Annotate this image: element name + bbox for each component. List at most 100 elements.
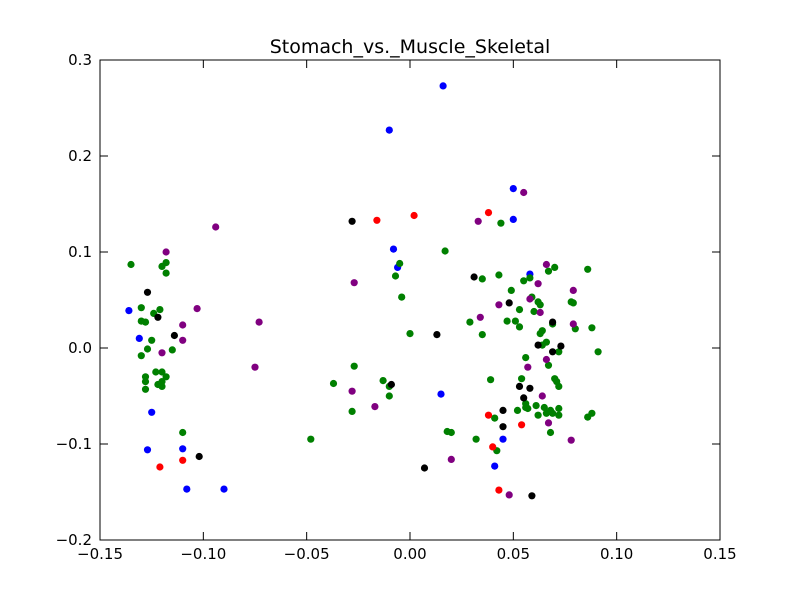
- data-point: [484, 209, 493, 217]
- data-point: [542, 355, 551, 364]
- data-point: [505, 299, 513, 307]
- data-point: [549, 318, 557, 326]
- data-point: [135, 334, 143, 342]
- data-point: [520, 394, 528, 402]
- data-point: [143, 446, 152, 454]
- data-point: [179, 445, 187, 453]
- data-point: [162, 373, 170, 381]
- x-tick-label: 0.10: [600, 545, 633, 563]
- data-point: [162, 248, 170, 256]
- data-point: [255, 318, 263, 326]
- data-point: [544, 267, 553, 275]
- data-point: [379, 377, 387, 385]
- data-point: [476, 313, 484, 321]
- data-point: [143, 345, 152, 353]
- data-point: [534, 411, 542, 419]
- data-point: [156, 306, 164, 314]
- x-tick-label: 0.05: [497, 545, 530, 563]
- data-point: [170, 331, 178, 340]
- data-point: [143, 288, 152, 296]
- data-point: [509, 215, 517, 223]
- data-point: [179, 321, 187, 329]
- data-point: [348, 217, 356, 225]
- x-tick-label: −0.10: [180, 545, 226, 563]
- data-point: [524, 363, 532, 371]
- data-point: [391, 272, 400, 280]
- data-point: [420, 464, 429, 472]
- data-point: [162, 269, 170, 277]
- y-tick-label: 0.1: [68, 243, 92, 261]
- data-point: [555, 404, 563, 413]
- data-point: [497, 219, 505, 227]
- data-point: [526, 384, 534, 392]
- data-point: [329, 379, 338, 388]
- x-tick-label: 0.00: [393, 545, 426, 563]
- data-point: [495, 271, 503, 279]
- data-point: [495, 486, 503, 494]
- data-points: [125, 82, 602, 500]
- data-point: [348, 387, 356, 395]
- data-point: [489, 443, 497, 451]
- chart-title: Stomach_vs._Muscle_Skeletal: [270, 36, 551, 58]
- data-point: [433, 331, 441, 339]
- data-point: [534, 341, 542, 349]
- data-point: [584, 265, 592, 273]
- data-point: [522, 354, 530, 362]
- data-point: [251, 363, 259, 371]
- data-point: [466, 318, 474, 326]
- data-point: [439, 82, 447, 90]
- data-point: [156, 463, 164, 471]
- data-point: [526, 274, 534, 282]
- data-point: [396, 259, 404, 268]
- data-point: [538, 327, 546, 335]
- data-point: [125, 307, 133, 315]
- x-tick-label: 0.15: [703, 545, 736, 563]
- data-point: [549, 409, 557, 417]
- data-point: [162, 259, 170, 267]
- data-point: [478, 331, 486, 339]
- data-point: [137, 317, 145, 325]
- data-point: [555, 382, 563, 390]
- data-point: [410, 211, 418, 220]
- data-point: [551, 263, 559, 271]
- data-point: [530, 307, 538, 316]
- data-point: [141, 385, 150, 393]
- data-point: [472, 435, 480, 443]
- data-point: [193, 305, 201, 313]
- data-point: [447, 455, 455, 463]
- data-point: [569, 286, 577, 294]
- plot-area-frame: [99, 59, 721, 541]
- data-point: [350, 362, 358, 370]
- data-point: [567, 436, 575, 444]
- data-point: [447, 428, 455, 437]
- data-point: [158, 382, 166, 390]
- data-point: [507, 286, 515, 294]
- data-point: [474, 217, 482, 225]
- data-point: [491, 462, 499, 470]
- data-point: [536, 308, 544, 317]
- data-point: [127, 260, 135, 269]
- data-point: [141, 378, 150, 386]
- data-point: [542, 260, 551, 269]
- data-point: [528, 492, 536, 500]
- data-point: [515, 323, 524, 331]
- data-point: [518, 421, 526, 429]
- data-point: [524, 404, 532, 413]
- data-point: [509, 185, 517, 193]
- data-point: [549, 348, 557, 356]
- data-point: [183, 485, 191, 493]
- data-point: [505, 491, 513, 499]
- data-point: [478, 275, 486, 283]
- data-point: [484, 411, 493, 419]
- data-point: [179, 336, 187, 344]
- data-point: [350, 279, 358, 287]
- data-point: [511, 317, 519, 325]
- data-point: [158, 368, 166, 376]
- data-point: [148, 336, 156, 344]
- data-point: [212, 223, 220, 231]
- data-point: [148, 408, 156, 416]
- data-point: [437, 390, 445, 398]
- data-point: [220, 485, 228, 493]
- data-point: [569, 320, 577, 328]
